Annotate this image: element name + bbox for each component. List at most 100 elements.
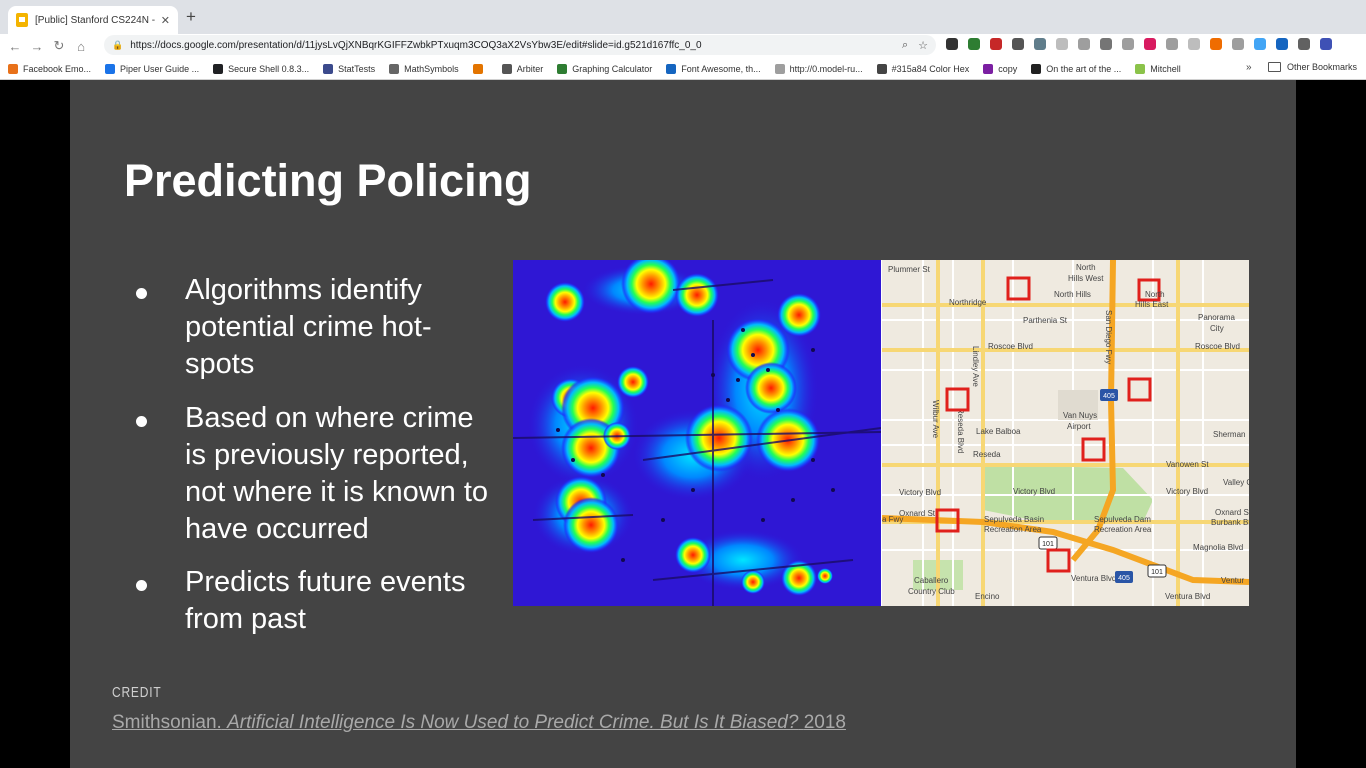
bookmark-item[interactable]: copy (983, 63, 1017, 74)
bookmark-item[interactable]: Secure Shell 0.8.3... (213, 63, 309, 74)
bookmark-item[interactable]: StatTests (323, 63, 375, 74)
bookmark-favicon-icon (876, 63, 887, 74)
bookmark-item[interactable]: On the art of the ... (1031, 63, 1121, 74)
map-label: San Diego Fwy (1104, 310, 1113, 364)
bookmark-favicon-icon (213, 63, 224, 74)
map-label: Hills West (1068, 274, 1104, 283)
map-label: Recreation Area (1094, 525, 1152, 534)
browser-extension-icon[interactable] (1254, 38, 1266, 50)
street-map-panel: Plummer St North Hills West North Hills … (882, 260, 1249, 606)
browser-extension-icon[interactable] (1298, 38, 1310, 50)
map-label: Vanowen St (1166, 460, 1209, 469)
bookmark-favicon-icon (389, 63, 400, 74)
bookmark-favicon-icon (105, 63, 116, 74)
map-label: Plummer St (888, 265, 931, 274)
map-label: North Hills (1054, 290, 1091, 299)
back-arrow-icon[interactable]: ← (8, 38, 22, 54)
browser-extension-icon[interactable] (990, 38, 1002, 50)
map-label: Airport (1067, 422, 1091, 431)
bookmarks-bar: Facebook Emo... Piper User Guide ... Secur… (0, 58, 1366, 80)
browser-extension-icon[interactable] (1276, 38, 1288, 50)
browser-extension-icon[interactable] (968, 38, 980, 50)
map-label: Van Nuys (1063, 411, 1097, 420)
map-label: Reseda (973, 450, 1001, 459)
browser-extension-icon[interactable] (1188, 38, 1200, 50)
bookmark-favicon-icon (323, 63, 334, 74)
browser-extension-icon[interactable] (1122, 38, 1134, 50)
bookmark-item[interactable] (472, 63, 488, 74)
map-label: Caballero (914, 576, 949, 585)
bookmark-item[interactable]: Piper User Guide ... (105, 63, 199, 74)
bookmark-item[interactable]: Arbiter (501, 63, 543, 74)
map-label: Oxnard St (899, 509, 936, 518)
bullet-item: Algorithms identify potential crime hot-… (130, 272, 490, 383)
reload-icon[interactable]: ↻ (53, 38, 65, 53)
bookmark-star-icon[interactable]: ☆ (918, 39, 928, 52)
bookmarks-overflow-chevron-icon[interactable]: » (1246, 62, 1252, 73)
bookmark-item[interactable]: MathSymbols (389, 63, 459, 74)
map-label: Victory Blvd (1166, 487, 1208, 496)
browser-tab[interactable]: [Public] Stanford CS224N - Go ✕ (8, 6, 178, 34)
map-label: a Fwy (882, 515, 903, 524)
browser-extension-icon[interactable] (946, 38, 958, 50)
bullet-dot-icon (136, 288, 147, 299)
bullet-dot-icon (136, 580, 147, 591)
lock-icon: 🔒 (112, 39, 124, 50)
browser-extension-icon[interactable] (1320, 38, 1332, 50)
home-icon[interactable]: ⌂ (77, 38, 85, 54)
browser-tab-strip: [Public] Stanford CS224N - Go ✕ + (0, 0, 1366, 34)
url-text[interactable]: https://docs.google.com/presentation/d/1… (130, 39, 702, 51)
close-tab-icon[interactable]: ✕ (160, 14, 170, 27)
browser-extension-icon[interactable] (1166, 38, 1178, 50)
forward-arrow-icon[interactable]: → (30, 38, 44, 54)
crime-hotspot-figure: Plummer St North Hills West North Hills … (513, 260, 1249, 606)
browser-extension-icon[interactable] (1034, 38, 1046, 50)
map-label: Parthenia St (1023, 316, 1068, 325)
map-label: Ventur (1221, 576, 1244, 585)
map-label: Northridge (949, 298, 987, 307)
browser-extension-icon[interactable] (1144, 38, 1156, 50)
bookmark-favicon-icon (8, 63, 18, 74)
bookmark-item[interactable]: Graphing Calculator (557, 63, 652, 74)
map-label: Encino (975, 592, 1000, 601)
bookmark-favicon-icon (472, 63, 483, 74)
map-label: Roscoe Blvd (988, 342, 1033, 351)
other-bookmarks-folder[interactable]: Other Bookmarks (1268, 62, 1357, 72)
bookmark-favicon-icon (774, 63, 785, 74)
bullet-list: Algorithms identify potential crime hot-… (130, 272, 490, 638)
map-label: Ventura Blvd (1071, 574, 1116, 583)
bookmark-item[interactable]: Mitchell (1135, 63, 1181, 74)
bookmark-item[interactable]: Font Awesome, th... (666, 63, 761, 74)
bookmark-favicon-icon (557, 63, 568, 74)
map-label: Valley G (1223, 478, 1249, 487)
browser-extension-icon[interactable] (1056, 38, 1068, 50)
browser-extension-icon[interactable] (1232, 38, 1244, 50)
address-bar[interactable]: 🔒 https://docs.google.com/presentation/d… (104, 35, 936, 55)
browser-extension-icon[interactable] (1012, 38, 1024, 50)
highway-101-shield: 101 (1042, 541, 1054, 548)
zoom-icon[interactable]: ⌕ (901, 38, 909, 51)
browser-extension-icon[interactable] (1100, 38, 1112, 50)
bookmark-item[interactable]: #315a84 Color Hex (876, 63, 969, 74)
bookmark-item[interactable]: Facebook Emo... (8, 63, 91, 74)
new-tab-button[interactable]: + (186, 7, 196, 26)
bookmark-favicon-icon (501, 63, 512, 74)
presentation-slide: Predicting Policing Algorithms identify … (70, 80, 1296, 768)
browser-extension-icon[interactable] (1078, 38, 1090, 50)
map-label: Sepulveda Dam (1094, 515, 1151, 524)
map-label: Lake Balboa (976, 427, 1021, 436)
citation-link[interactable]: Smithsonian. Artificial Intelligence Is … (112, 712, 846, 733)
highway-101-shield: 101 (1151, 569, 1163, 576)
bookmark-favicon-icon (1031, 63, 1042, 74)
map-label: Burbank Blvd (1211, 518, 1249, 527)
map-label: Roscoe Blvd (1195, 342, 1240, 351)
map-label: Country Club (908, 587, 955, 596)
extension-icons (946, 38, 1342, 50)
map-label: Victory Blvd (1013, 487, 1055, 496)
bullet-item: Predicts future events from past (130, 564, 490, 638)
bookmark-favicon-icon (1135, 63, 1146, 74)
freeway-405-shield: 405 (1103, 393, 1115, 400)
browser-extension-icon[interactable] (1210, 38, 1222, 50)
bookmark-item[interactable]: http://0.model-ru... (774, 63, 863, 74)
map-label: Recreation Area (984, 525, 1042, 534)
